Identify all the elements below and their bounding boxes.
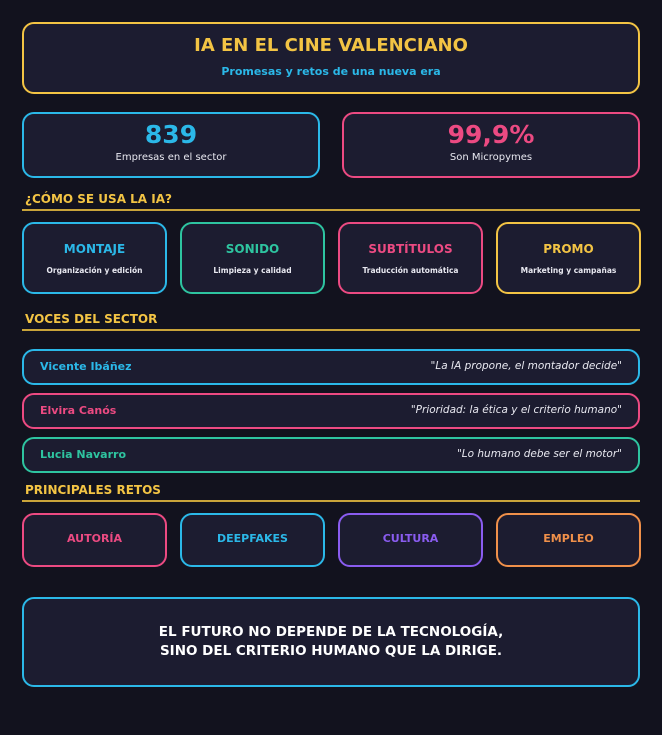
section-heading: VOCES DEL SECTOR (25, 312, 158, 326)
stat-value: 839 (144, 120, 198, 149)
stat-label: Son Micropymes (449, 152, 533, 163)
title: IA EN EL CINE VALENCIANO (194, 35, 468, 56)
footer-box (22, 597, 640, 687)
use-description: Organización y edición (46, 266, 143, 275)
section-rule (22, 500, 640, 502)
use-title: PROMO (543, 242, 594, 256)
use-description: Traducción automática (362, 266, 459, 275)
challenge-card (496, 513, 641, 567)
voice-card (22, 437, 640, 473)
stat-card (342, 112, 640, 178)
challenge-title: AUTORÍA (66, 532, 123, 545)
use-card (338, 222, 483, 294)
stat-card (22, 112, 320, 178)
voice-card (22, 349, 640, 385)
voice-quote: "Lo humano debe ser el motor" (456, 448, 622, 460)
use-description: Marketing y campañas (520, 266, 617, 275)
use-card (496, 222, 641, 294)
use-card (180, 222, 325, 294)
voice-quote: "La IA propone, el montador decide" (430, 360, 622, 372)
challenge-title: EMPLEO (543, 532, 594, 545)
header-box (22, 22, 640, 94)
challenge-title: CULTURA (382, 532, 439, 545)
use-title: SUBTÍTULOS (368, 242, 453, 256)
subtitle: Promesas y retos de una nueva era (221, 65, 441, 78)
section-rule (22, 209, 640, 211)
voice-name: Vicente Ibáñez (40, 360, 132, 373)
footer-line: SINO DEL CRITERIO HUMANO QUE LA DIRIGE. (159, 643, 503, 659)
voice-card (22, 393, 640, 429)
footer-line: EL FUTURO NO DEPENDE DE LA TECNOLOGÍA, (158, 624, 504, 640)
challenge-title: DEEPFAKES (217, 532, 288, 545)
voice-name: Lucia Navarro (40, 448, 127, 461)
voice-quote: "Prioridad: la ética y el criterio human… (410, 404, 622, 416)
stat-value: 99,9% (447, 120, 535, 149)
stat-label: Empresas en el sector (115, 152, 227, 163)
use-card (22, 222, 167, 294)
challenge-card (22, 513, 167, 567)
use-description: Limpieza y calidad (213, 266, 292, 275)
section-heading: PRINCIPALES RETOS (25, 483, 161, 497)
challenge-card (180, 513, 325, 567)
challenge-card (338, 513, 483, 567)
section-rule (22, 329, 640, 331)
use-title: MONTAJE (63, 242, 126, 256)
section-heading: ¿CÓMO SE USA LA IA? (25, 192, 172, 206)
use-title: SONIDO (225, 242, 280, 256)
voice-name: Elvira Canós (40, 404, 117, 417)
